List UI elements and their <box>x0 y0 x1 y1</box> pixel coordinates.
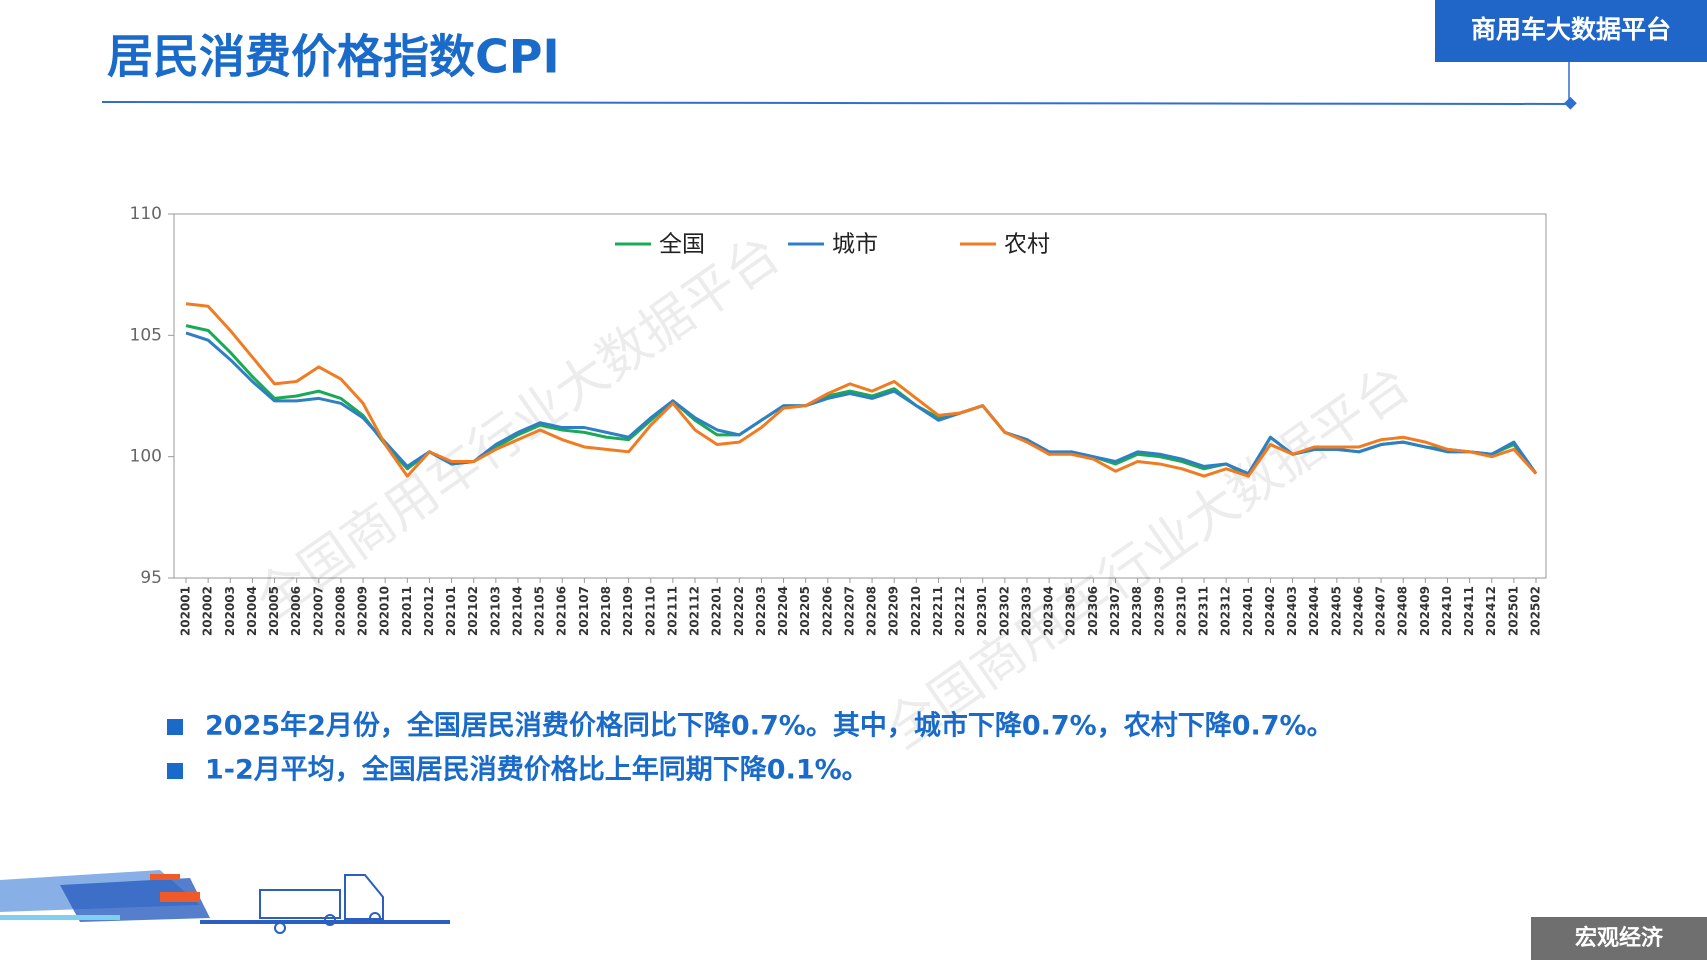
section-text: 宏观经济 <box>1575 925 1664 951</box>
x-tick-label: 202411 <box>1462 586 1476 636</box>
x-tick-label: 202010 <box>378 586 392 636</box>
x-tick-label: 202002 <box>201 586 215 636</box>
plot-frame <box>173 213 1547 579</box>
x-tick-label: 202210 <box>909 586 923 636</box>
y-tick-label: 110 <box>130 204 162 224</box>
x-tick-label: 202110 <box>643 586 657 636</box>
x-tick-label: 202008 <box>333 586 347 636</box>
section-box <box>1531 917 1707 960</box>
x-tick-label: 202501 <box>1506 586 1520 636</box>
x-tick-label: 202106 <box>555 586 569 636</box>
x-tick-label: 202403 <box>1285 586 1299 636</box>
x-tick-label: 202001 <box>179 586 193 636</box>
x-tick-label: 202109 <box>621 586 635 636</box>
title-rule <box>101 101 1571 105</box>
x-tick-label: 202306 <box>1086 586 1100 636</box>
x-tick-label: 202112 <box>688 586 702 636</box>
y-tick-label: 105 <box>130 325 162 345</box>
x-tick-label: 202310 <box>1174 586 1188 636</box>
note-text: 1-2月平均，全国居民消费价格比上年同期下降0.1%。 <box>205 754 869 786</box>
slide-title: 居民消费价格指数CPI <box>107 30 560 84</box>
badge-text: 商用车大数据平台 <box>1471 15 1671 44</box>
x-tick-label: 202201 <box>710 586 724 636</box>
x-tick-label: 202404 <box>1307 586 1321 636</box>
x-tick-label: 202209 <box>887 586 901 636</box>
x-tick-label: 202408 <box>1396 586 1410 636</box>
x-tick-label: 202401 <box>1241 586 1255 636</box>
legend-label: 城市 <box>832 232 878 258</box>
x-tick-label: 202312 <box>1219 586 1233 636</box>
x-tick-label: 202211 <box>931 586 945 636</box>
legend-label: 全国 <box>659 232 705 258</box>
x-tick-label: 202007 <box>311 586 325 636</box>
x-tick-label: 202407 <box>1374 586 1388 636</box>
x-tick-label: 202105 <box>533 586 547 636</box>
y-tick-label: 95 <box>140 568 162 588</box>
x-tick-label: 202206 <box>820 586 834 636</box>
bullet <box>167 763 183 779</box>
series-line <box>185 331 1538 476</box>
x-tick-label: 202212 <box>953 586 967 636</box>
x-tick-label: 202006 <box>289 586 303 636</box>
y-tick-label: 100 <box>130 447 162 467</box>
x-tick-label: 202108 <box>599 586 613 636</box>
watermark: 全国商用车行业大数据平台 <box>245 224 791 631</box>
note-text: 2025年2月份，全国居民消费价格同比下降0.7%。其中，城市下降0.7%，农村… <box>205 710 1334 742</box>
x-tick-label: 202502 <box>1529 586 1543 636</box>
x-tick-label: 202304 <box>1042 586 1056 636</box>
x-tick-label: 202409 <box>1418 586 1432 636</box>
series-line <box>185 302 1538 478</box>
x-tick-label: 202003 <box>223 586 237 636</box>
x-tick-label: 202311 <box>1197 586 1211 636</box>
x-tick-label: 202302 <box>997 586 1011 636</box>
x-tick-label: 202309 <box>1152 586 1166 636</box>
x-tick-label: 202207 <box>842 586 856 636</box>
legend-label: 农村 <box>1004 232 1050 258</box>
x-tick-label: 202004 <box>245 586 259 636</box>
x-tick-label: 202402 <box>1263 586 1277 636</box>
x-tick-label: 202412 <box>1484 586 1498 636</box>
x-tick-label: 202410 <box>1440 586 1454 636</box>
x-tick-label: 202203 <box>754 586 768 636</box>
badge <box>1435 0 1707 62</box>
x-tick-label: 202103 <box>488 586 502 636</box>
bullet <box>167 719 183 735</box>
x-tick-label: 202305 <box>1064 586 1078 636</box>
x-tick-label: 202406 <box>1351 586 1365 636</box>
x-tick-label: 202011 <box>400 586 414 636</box>
x-tick-label: 202308 <box>1130 586 1144 636</box>
x-tick-label: 202102 <box>466 586 480 636</box>
x-tick-label: 202405 <box>1329 586 1343 636</box>
x-tick-label: 202104 <box>510 586 524 636</box>
x-tick-label: 202005 <box>267 586 281 636</box>
x-tick-label: 202009 <box>356 586 370 636</box>
x-tick-label: 202204 <box>776 586 790 636</box>
x-tick-label: 202101 <box>444 586 458 636</box>
x-tick-label: 202202 <box>732 586 746 636</box>
truck-graphic <box>0 870 450 934</box>
x-tick-label: 202301 <box>975 586 989 636</box>
x-tick-label: 202303 <box>1019 586 1033 636</box>
x-tick-label: 202012 <box>422 586 436 636</box>
x-tick-label: 202205 <box>798 586 812 636</box>
x-tick-label: 202208 <box>865 586 879 636</box>
x-tick-label: 202307 <box>1108 586 1122 636</box>
x-tick-label: 202111 <box>665 586 679 636</box>
x-tick-label: 202107 <box>577 586 591 636</box>
rule-end <box>1564 96 1577 110</box>
